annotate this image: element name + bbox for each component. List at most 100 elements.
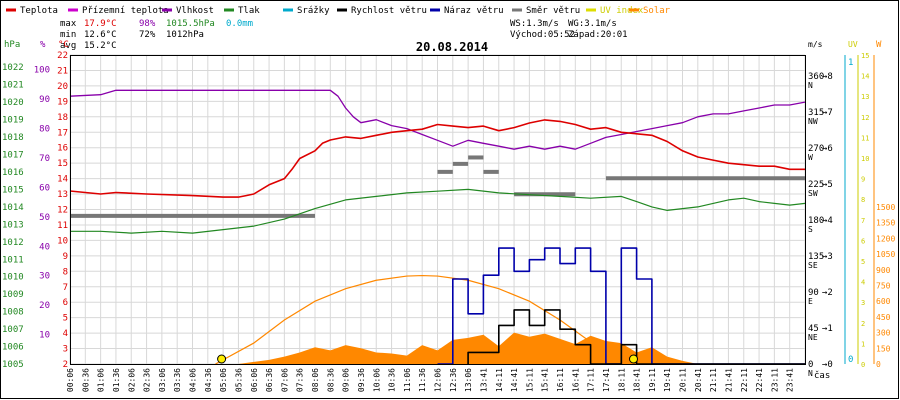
axis-dir-label: W xyxy=(808,153,813,162)
axis-hpa-tick: 1020 xyxy=(2,98,24,108)
legend-label: Solar xyxy=(643,6,671,16)
x-tick-label: 14:11 xyxy=(495,368,504,392)
axis-hpa-tick: 1017 xyxy=(2,151,24,161)
stats-min-temp: 12.6°C xyxy=(84,30,117,40)
x-tick-label: 10:36 xyxy=(388,368,397,392)
axis-pct-unit: % xyxy=(40,40,46,50)
axis-hpa-tick: 1014 xyxy=(2,203,24,213)
axis-w-tick: 600 xyxy=(876,297,891,306)
x-tick-label: 03:06 xyxy=(158,368,167,392)
x-tick-label: 20:11 xyxy=(679,368,688,392)
x-tick-label: 17:11 xyxy=(587,368,596,392)
axis-pct-tick: 20 xyxy=(39,301,50,311)
axis-w-tick: 0 xyxy=(876,360,881,369)
x-tick-label: 15:41 xyxy=(541,368,550,392)
x-tick-label: 04:36 xyxy=(204,368,213,392)
axis-hpa-tick: 1009 xyxy=(2,290,24,300)
axis-dir-deg: 270 xyxy=(808,144,824,154)
stats-min-hum: 72% xyxy=(139,30,156,40)
x-tick-label: 11:06 xyxy=(403,368,412,392)
axis-dir-deg: 315 xyxy=(808,108,824,118)
axis-uv-tick: 8 xyxy=(861,196,865,204)
legend-label: Tlak xyxy=(238,6,260,16)
axis-w-tick: 1050 xyxy=(876,250,895,259)
axis-hpa-tick: 1018 xyxy=(2,133,24,143)
axis-temp-tick: 19 xyxy=(57,97,68,107)
axes: hPa% °C1005100610071008100910101011101210… xyxy=(2,40,895,378)
x-tick-label: 18:11 xyxy=(617,368,626,392)
axis-dir-label: NW xyxy=(808,117,818,126)
wind-gust-line xyxy=(437,247,805,365)
legend: Teplota Přízemní teplota Vlhkost Tlak Srážky… xyxy=(6,6,671,16)
axis-hpa-tick: 1007 xyxy=(2,325,24,335)
axis-hpa-tick: 1012 xyxy=(2,238,24,248)
axis-hpa-tick: 1016 xyxy=(2,168,24,178)
x-tick-label: 14:41 xyxy=(510,368,519,392)
x-tick-label: 23:41 xyxy=(786,368,795,392)
axis-ms-tick: 1 xyxy=(848,58,853,68)
axis-uv-tick: 0 xyxy=(861,361,865,369)
axis-temp-tick: 21 xyxy=(57,66,68,76)
axis-hpa-tick: 1008 xyxy=(2,308,24,318)
x-tick-label: 02:06 xyxy=(127,368,136,392)
x-tick-label: 17:41 xyxy=(602,368,611,392)
sun-marker xyxy=(629,354,638,364)
legend-label: Srážky xyxy=(297,6,330,16)
axis-uv-unit: UV xyxy=(848,40,858,49)
axis-dir-deg: 45 xyxy=(808,324,819,334)
x-tick-label: 15:11 xyxy=(525,368,534,392)
axis-dir-deg: 90 xyxy=(808,288,819,298)
x-tick-label: 09:36 xyxy=(357,368,366,392)
axis-uv-tick: 2 xyxy=(861,320,865,328)
axis-pct-tick: 60 xyxy=(39,183,50,193)
x-tick-label: 00:06 xyxy=(66,368,75,392)
temperature-line xyxy=(69,119,805,198)
stats-avg-label: avg xyxy=(60,41,76,51)
stats-block: max 17.9°C 98% 1015.5hPa 0.0mm min 12.6°… xyxy=(60,19,628,51)
axis-pct-tick: 90 xyxy=(39,95,50,105)
axis-hpa-tick: 1021 xyxy=(2,81,24,91)
axis-uv-tick: 3 xyxy=(861,299,865,307)
axis-uv-tick: 15 xyxy=(861,52,869,60)
series-lines xyxy=(69,89,806,365)
axis-ms-tick: 0 xyxy=(848,355,853,365)
axis-pct-tick: 50 xyxy=(39,213,50,223)
axis-temp-tick: 11 xyxy=(57,221,68,231)
x-tick-label: 08:36 xyxy=(326,368,335,392)
axis-uv-tick: 10 xyxy=(861,155,869,163)
x-tick-label: 22:11 xyxy=(740,368,749,392)
axis-temp-tick: 13 xyxy=(57,190,68,200)
x-tick-label: 18:41 xyxy=(633,368,642,392)
axis-uv-tick: 14 xyxy=(861,73,869,81)
legend-label: Přízemní teplota xyxy=(82,6,169,16)
axis-temp-tick: 3 xyxy=(63,345,68,355)
axis-dir-speed: →7 xyxy=(822,108,833,118)
axis-hpa-tick: 1015 xyxy=(2,185,24,195)
axis-temp-tick: 17 xyxy=(57,128,68,138)
sun-markers xyxy=(217,354,638,364)
x-tick-label: 16:11 xyxy=(556,368,565,392)
axis-pct-tick: 10 xyxy=(39,331,50,341)
axis-hpa-tick: 1019 xyxy=(2,116,24,126)
axis-pct-tick: 80 xyxy=(39,125,50,135)
x-tick-label: 12:06 xyxy=(434,368,443,392)
sunset: Západ:20:01 xyxy=(568,30,628,40)
axis-w-unit: W xyxy=(876,40,882,50)
axis-temp-tick: 10 xyxy=(57,236,68,246)
axis-pct-tick: 30 xyxy=(39,272,50,282)
x-tick-label: 11:36 xyxy=(418,368,427,392)
axis-temp-tick: 4 xyxy=(63,329,68,339)
plot-border xyxy=(70,55,806,365)
x-tick-label: 19:41 xyxy=(663,368,672,392)
axis-hpa-unit: hPa xyxy=(4,40,20,50)
axis-temp-tick: 5 xyxy=(63,314,68,324)
x-tick-label: 10:06 xyxy=(372,368,381,392)
x-tick-label: 23:11 xyxy=(770,368,779,392)
axis-dir-label: S xyxy=(808,225,813,234)
stats-max-label: max xyxy=(60,19,77,29)
axis-dir-speed: →5 xyxy=(822,180,833,190)
axis-ms-unit: m/s xyxy=(808,40,823,49)
x-tick-label: 03:36 xyxy=(173,368,182,392)
legend-label: Směr větru xyxy=(526,6,580,16)
